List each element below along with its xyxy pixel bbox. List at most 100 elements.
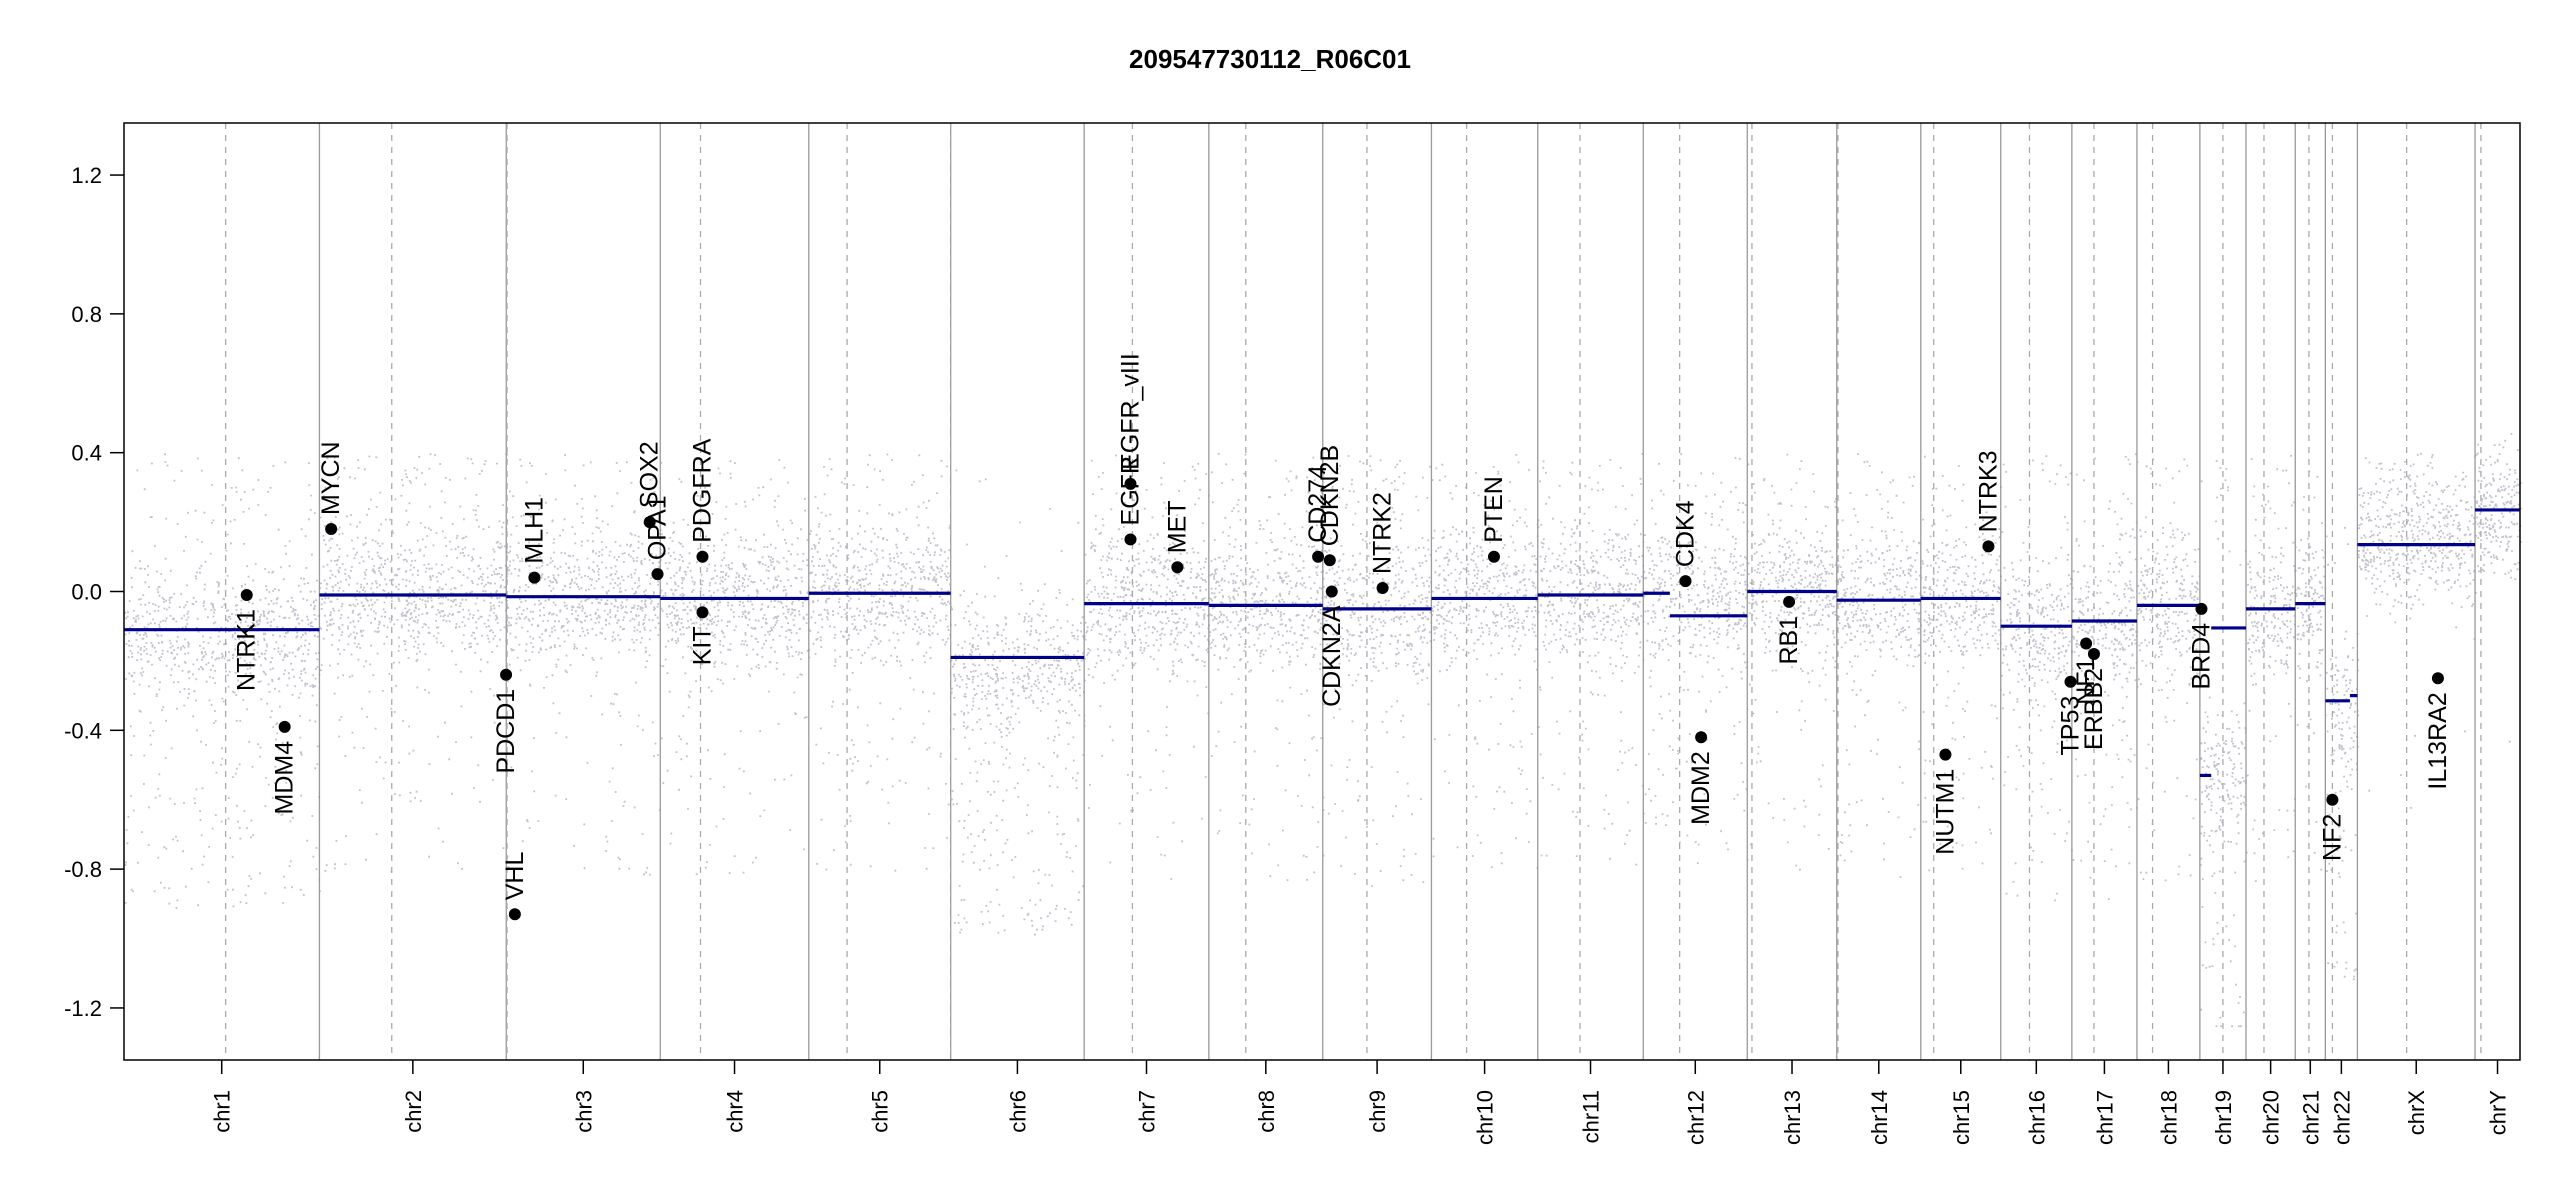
gene-label-PDCD1: PDCD1 (492, 689, 520, 774)
probe-points-chr2 (319, 453, 508, 873)
gene-point-CDK4 (1679, 575, 1692, 588)
gene-label-NF1: NF1 (2072, 658, 2100, 705)
x-tick-label-chr11: chr11 (1579, 1090, 1604, 1143)
x-tick-label-chr7: chr7 (1135, 1090, 1160, 1133)
probe-points-chr1 (124, 453, 321, 909)
gene-label-ERBB2: ERBB2 (2080, 668, 2108, 750)
probe-points-chr11 (1537, 452, 1645, 866)
gene-point-PDGFRA (696, 550, 709, 563)
gene-label-CDK4: CDK4 (1672, 500, 1700, 567)
x-tick-label-chr12: chr12 (1683, 1090, 1708, 1145)
gene-point-TP53 (2064, 675, 2077, 688)
gene-point-ERBB2 (2087, 647, 2100, 660)
gene-label-EGFR: EGFR (1116, 456, 1144, 525)
y-tick-label: -1.2 (64, 996, 102, 1021)
gene-label-BRD4: BRD4 (2187, 623, 2215, 690)
gene-label-OPA1: OPA1 (644, 495, 672, 560)
gene-point-VHL (508, 908, 521, 921)
x-tick-label-chrX: chrX (2404, 1090, 2429, 1136)
gene-point-CD274 (1312, 550, 1325, 563)
gene-label-RB1: RB1 (1775, 616, 1803, 665)
gene-point-PTEN (1487, 550, 1500, 563)
probe-points-chr9 (1322, 453, 1434, 887)
x-tick-label-chr4: chr4 (723, 1090, 748, 1133)
probe-points-chr7 (1084, 454, 1211, 880)
gene-point-BRD4 (2195, 602, 2208, 615)
x-tick-label-chr16: chr16 (2024, 1090, 2049, 1145)
gene-label-CDKN2B: CDKN2B (1316, 445, 1344, 546)
gene-label-MLH1: MLH1 (520, 497, 548, 564)
x-tick-label-chrY: chrY (2486, 1090, 2511, 1136)
probe-points-chr22 (2325, 527, 2359, 981)
gene-label-PTEN: PTEN (1480, 476, 1508, 543)
gene-label-MYCN: MYCN (317, 441, 345, 515)
gene-point-CDKN2B (1323, 554, 1336, 567)
x-tick-label-chr10: chr10 (1473, 1090, 1498, 1145)
gene-label-NF2: NF2 (2318, 814, 2346, 861)
x-tick-label-chr18: chr18 (2156, 1090, 2181, 1145)
gene-point-NF1 (2080, 637, 2093, 650)
probe-points-chr6 (950, 469, 1086, 936)
x-tick-label-chr1: chr1 (210, 1090, 235, 1133)
y-tick-label: 0.0 (71, 580, 102, 605)
gene-label-TP53: TP53 (2057, 696, 2085, 756)
x-tick-label-chr15: chr15 (1949, 1090, 1974, 1145)
gene-label-CDKN2A: CDKN2A (1318, 605, 1346, 707)
x-tick-label-chr5: chr5 (868, 1090, 893, 1133)
probe-points-chr4 (660, 459, 811, 876)
gene-label-MDM2: MDM2 (1687, 751, 1715, 825)
gene-point-OPA1 (651, 568, 664, 581)
gene-label-NTRK2: NTRK2 (1369, 492, 1397, 574)
probe-points-chr12 (1643, 453, 1749, 864)
y-tick-label: 0.4 (71, 441, 102, 466)
gene-point-MDM4 (278, 720, 291, 733)
probe-points-chr15 (1921, 455, 2003, 872)
probe-points-chr20 (2246, 455, 2297, 883)
gene-point-SOX2 (643, 516, 656, 529)
gene-point-PDCD1 (500, 668, 513, 681)
probe-points-chr16 (2001, 455, 2074, 902)
gene-label-NTRK3: NTRK3 (1974, 450, 2002, 532)
probe-points-chrY (2475, 433, 2522, 743)
gene-label-EGFR_vIII: EGFR_vIII (1116, 353, 1144, 470)
x-axis: chr1 chr2 chr3 chr4 chr5 chr6 chr7 chr8 chr9 chr1… (210, 1060, 2511, 1145)
x-tick-label-chr13: chr13 (1780, 1090, 1805, 1145)
probe-points-chr5 (809, 453, 953, 872)
x-tick-label-chr21: chr21 (2298, 1090, 2323, 1145)
gene-point-MYCN (325, 523, 338, 536)
x-tick-label-chr6: chr6 (1005, 1090, 1030, 1133)
gene-point-EGFR (1124, 533, 1137, 546)
gene-point-NTRK1 (240, 588, 253, 601)
probe-points (124, 433, 2522, 1028)
gene-label-NTRK1: NTRK1 (233, 609, 261, 691)
gene-label-PDGFRA: PDGFRA (688, 438, 716, 543)
x-tick-label-chr2: chr2 (401, 1090, 426, 1133)
y-tick-label: 0.8 (71, 302, 102, 327)
chromosome-boundaries (224, 123, 2482, 1060)
segment-lines (124, 508, 2520, 778)
x-tick-label-chr14: chr14 (1867, 1090, 1892, 1145)
x-tick-label-chr19: chr19 (2211, 1090, 2236, 1145)
gene-point-KIT (696, 606, 709, 619)
x-tick-label-chr8: chr8 (1254, 1090, 1279, 1133)
gene-point-MLH1 (528, 571, 541, 584)
probe-points-chrX (2357, 452, 2477, 809)
y-tick-label: 1.2 (71, 163, 102, 188)
gene-point-NF2 (2326, 793, 2339, 806)
gene-point-EGFR_vIII (1124, 477, 1137, 490)
gene-point-MDM2 (1695, 731, 1708, 744)
y-tick-label: -0.4 (64, 718, 102, 743)
gene-label-KIT: KIT (688, 626, 716, 665)
chart-title: 209547730112_R06C01 (1129, 44, 1411, 74)
gene-point-MET (1171, 561, 1184, 574)
gene-label-CD274: CD274 (1304, 465, 1332, 543)
x-tick-label-chr17: chr17 (2092, 1090, 2117, 1145)
gene-point-NTRK2 (1376, 582, 1389, 595)
gene-label-SOX2: SOX2 (636, 441, 664, 508)
x-tick-label-chr22: chr22 (2329, 1090, 2354, 1145)
y-tick-label: -0.8 (64, 857, 102, 882)
x-tick-label-chr20: chr20 (2259, 1090, 2284, 1145)
x-tick-label-chr9: chr9 (1365, 1090, 1390, 1133)
